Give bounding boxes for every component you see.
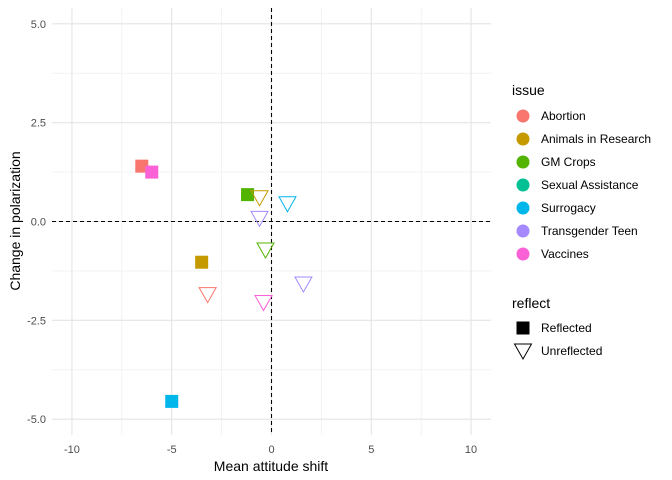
x-tick-label: -5 (167, 444, 177, 456)
data-point-unreflected (250, 190, 269, 207)
data-point-unreflected (250, 210, 269, 228)
y-axis-title: Change in polarization (7, 151, 23, 290)
reference-lines (52, 8, 491, 435)
legend: issue Abortion Animals in Research GM Crop… (512, 82, 651, 361)
data-point-unreflected (254, 295, 273, 312)
y-tick-label: 2.5 (31, 118, 46, 130)
legend-key-circle (516, 201, 530, 215)
legend-key-triangle (513, 343, 533, 361)
y-tick-label: -5.0 (27, 414, 46, 426)
x-axis-title: Mean attitude shift (214, 458, 329, 474)
data-point-reflected (135, 159, 149, 173)
x-tick-label: -10 (64, 444, 80, 456)
legend-label: Surrogacy (541, 201, 596, 215)
data-point-unreflected (294, 276, 313, 293)
data-points (135, 159, 313, 408)
shape-legend-items: Reflected Unreflected (513, 321, 602, 361)
legend-key-circle (516, 247, 530, 261)
y-tick-label: 0.0 (31, 217, 46, 229)
legend-label: Sexual Assistance (541, 178, 639, 192)
legend-label: Vaccines (541, 247, 589, 261)
data-point-reflected (195, 255, 209, 269)
legend-key-circle (516, 155, 530, 169)
x-tick-label: 5 (368, 444, 374, 456)
y-tick-label: -2.5 (27, 315, 46, 327)
data-point-unreflected (278, 196, 297, 213)
x-tick-labels: -10 -5 0 5 10 (64, 444, 477, 456)
legend-label: Animals in Research (541, 132, 651, 146)
y-tick-labels: -5.0 -2.5 0.0 2.5 5.0 (27, 19, 46, 426)
legend-key-circle (516, 132, 530, 146)
legend-key-circle (516, 109, 530, 123)
shape-legend-title: reflect (512, 295, 550, 311)
legend-label: Transgender Teen (541, 224, 638, 238)
data-point-reflected (241, 188, 255, 202)
legend-label: Abortion (541, 109, 586, 123)
legend-key-circle (516, 178, 530, 192)
data-point-reflected (145, 165, 159, 179)
legend-label: GM Crops (541, 155, 596, 169)
color-legend-items: Abortion Animals in Research GM Crops Sexua… (516, 109, 651, 261)
data-point-unreflected (198, 287, 218, 304)
x-tick-label: 0 (268, 444, 274, 456)
legend-label: Unreflected (541, 344, 602, 358)
legend-key-circle (516, 224, 530, 238)
y-tick-label: 5.0 (31, 19, 46, 31)
color-legend-title: issue (512, 82, 545, 98)
data-point-reflected (165, 394, 179, 408)
legend-label: Reflected (541, 321, 592, 335)
data-point-unreflected (256, 242, 275, 259)
legend-key-square (516, 321, 530, 335)
x-tick-label: 10 (465, 444, 477, 456)
